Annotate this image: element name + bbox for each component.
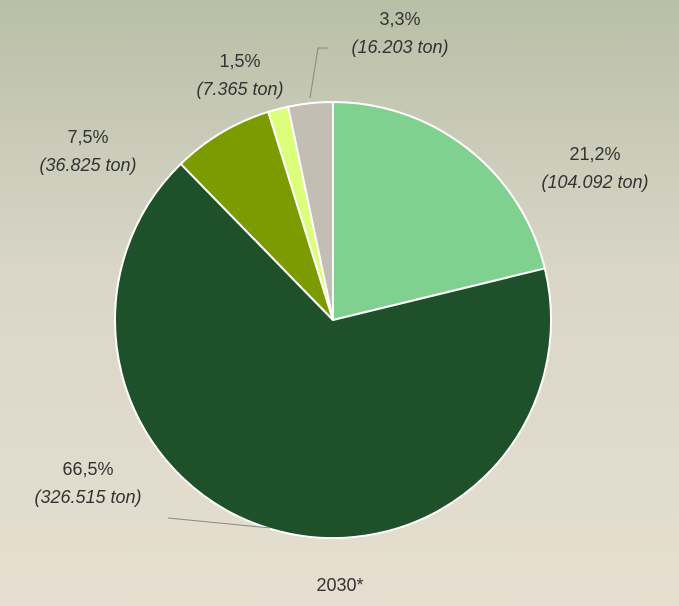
pie-slice [332,100,547,322]
leader-line [167,517,271,529]
percent-label: 1,5% [219,51,260,71]
pie-slice [179,110,334,321]
percent-label: 21,2% [569,144,620,164]
ton-label: (36.825 ton) [39,155,136,175]
pie-slice [114,162,552,539]
percent-label: 3,3% [379,9,420,29]
ton-label: (326.515 ton) [34,487,141,507]
ton-label: (7.365 ton) [196,79,283,99]
chart-title: 2030* [316,575,363,595]
ton-label: (16.203 ton) [351,37,448,57]
ton-label: (104.092 ton) [541,172,648,192]
percent-label: 7,5% [67,127,108,147]
pie-slice [286,100,334,321]
leader-line [309,47,328,99]
percent-label: 66,5% [62,459,113,479]
